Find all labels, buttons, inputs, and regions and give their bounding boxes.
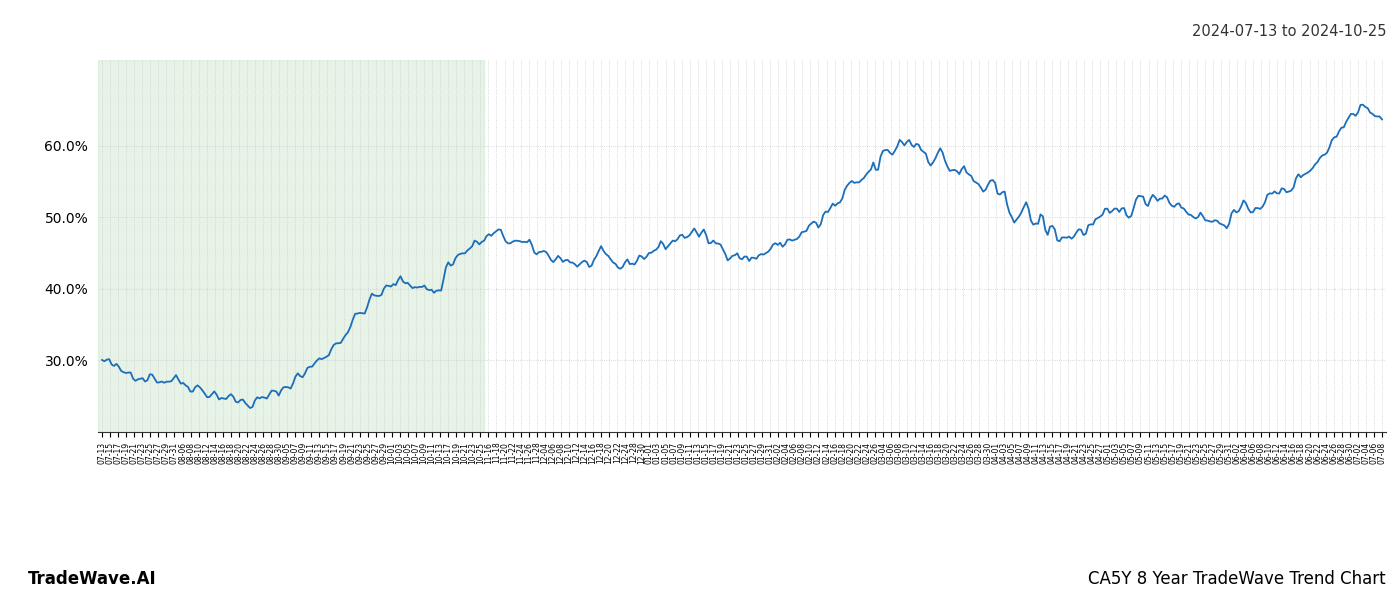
Text: CA5Y 8 Year TradeWave Trend Chart: CA5Y 8 Year TradeWave Trend Chart bbox=[1088, 570, 1386, 588]
Text: TradeWave.AI: TradeWave.AI bbox=[28, 570, 157, 588]
Text: 2024-07-13 to 2024-10-25: 2024-07-13 to 2024-10-25 bbox=[1191, 24, 1386, 39]
Bar bbox=[98, 60, 484, 432]
